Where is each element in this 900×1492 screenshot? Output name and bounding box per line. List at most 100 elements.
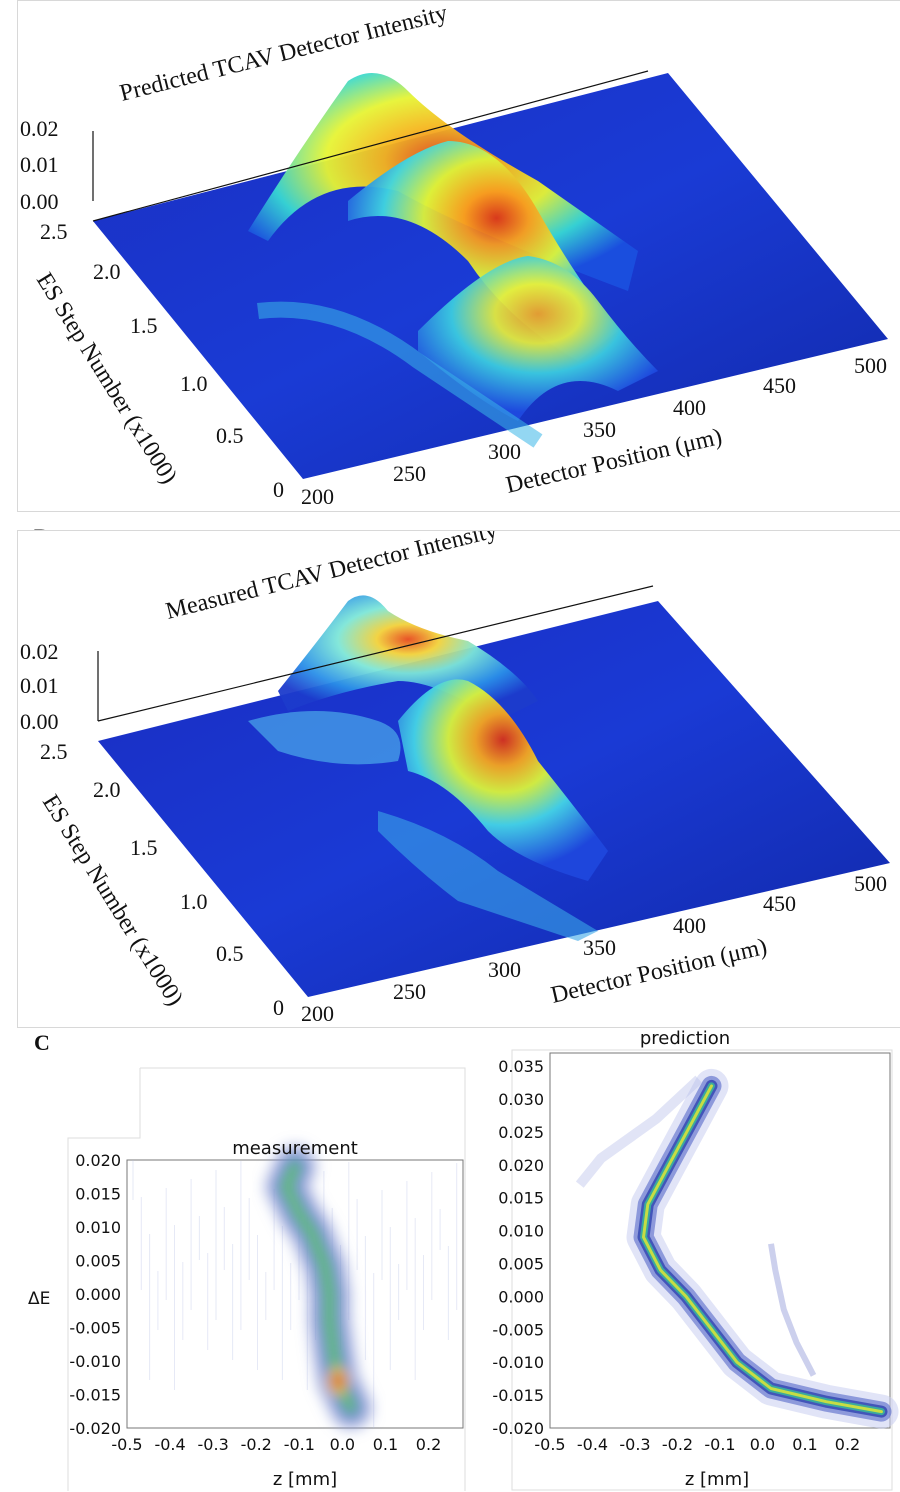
y-tick-label: 1.0	[180, 371, 208, 396]
z-tick-label: 0.01	[20, 673, 59, 698]
secondary-branch	[768, 1243, 817, 1377]
x-tick-label: -0.3	[619, 1435, 650, 1454]
x-tick-label: 500	[854, 871, 887, 896]
x-tick-label: -0.5	[111, 1435, 142, 1454]
x-tick-label: 0.0	[750, 1435, 775, 1454]
plot-area	[549, 1052, 891, 1429]
z-tick-label: 0.01	[20, 152, 59, 177]
x-tick-label: 450	[763, 891, 796, 916]
y-tick-label: -0.020	[492, 1419, 544, 1438]
x-tick-label: 200	[301, 484, 334, 509]
x-tick-label: 0.2	[416, 1435, 441, 1454]
y-tick-label: 0.015	[75, 1185, 121, 1204]
y-tick-label: -0.005	[69, 1319, 121, 1338]
x-tick-label: -0.1	[284, 1435, 315, 1454]
x-axis-label: z [mm]	[273, 1469, 337, 1490]
ridge-middle	[398, 679, 608, 881]
panel-b-frame: Measured TCAV Detector Intensity 0.02 0.…	[17, 517, 900, 1028]
ridge-shoulder	[257, 301, 543, 448]
x-tick-label: 0.2	[835, 1435, 860, 1454]
plot-title: measurement	[232, 1138, 358, 1159]
x-tick-label: 400	[673, 395, 706, 420]
axis-back-line	[92, 70, 649, 222]
y-axis-label: ES Step Number (x1000)	[37, 790, 188, 1010]
z-tick-label: 0.00	[20, 709, 59, 734]
y-tick-label: -0.015	[492, 1386, 544, 1405]
x-tick-label: 250	[393, 979, 426, 1004]
z-tick-label: 0.02	[20, 116, 59, 141]
ridge-lower	[378, 811, 598, 941]
hot-spot-core	[333, 1374, 344, 1389]
surface-chart-measured: Measured TCAV Detector Intensity 0.02 0.…	[20, 517, 890, 1026]
y-tick-label: 2.5	[40, 219, 68, 244]
y-tick-label: 2.5	[40, 739, 68, 764]
y-tick-label: 0.5	[216, 423, 244, 448]
y-tick-label: 0.005	[75, 1252, 121, 1271]
x-tick-label: -0.2	[241, 1435, 272, 1454]
x-tick-label: 300	[488, 957, 521, 982]
y-tick-label: 0	[273, 477, 284, 502]
halo-branch	[575, 1075, 703, 1188]
x-tick-label: 400	[673, 913, 706, 938]
y-tick-label: 0.010	[75, 1218, 121, 1237]
plot-title: prediction	[640, 1030, 730, 1049]
x-tick-label: -0.5	[534, 1435, 565, 1454]
x-tick-label: -0.4	[154, 1435, 185, 1454]
measurement-streaks	[132, 1160, 458, 1428]
x-tick-label: 450	[763, 373, 796, 398]
y-tick-label: 0.005	[498, 1255, 544, 1274]
x-tick-label: -0.1	[704, 1435, 735, 1454]
ridge-lower	[418, 256, 658, 421]
y-axis-label: ΔE	[28, 1289, 50, 1309]
panel-c-label: C	[34, 1030, 50, 1055]
surface-chart-predicted: Predicted TCAV Detector Intensity 0.02 0…	[20, 0, 888, 509]
z-tick-label: 0.02	[20, 639, 59, 664]
heatmap-measurement: measurement 0.020 0.015 0.010 0.005 0.000 -0.…	[28, 1138, 464, 1490]
y-tick-label: 1.5	[130, 313, 158, 338]
y-tick-label: 0.015	[498, 1189, 544, 1208]
x-tick-label: 0.0	[330, 1435, 355, 1454]
x-tick-label: -0.2	[662, 1435, 693, 1454]
y-tick-label: -0.020	[69, 1419, 121, 1438]
x-tick-label: 200	[301, 1001, 334, 1026]
y-tick-label: 0.000	[75, 1285, 121, 1304]
x-tick-labels: -0.5 -0.4 -0.3 -0.2 -0.1 0.0 0.1 0.2	[534, 1435, 860, 1454]
y-tick-label: 2.0	[93, 259, 121, 284]
y-tick-label: 0.5	[216, 941, 244, 966]
z-tick-label: 0.00	[20, 189, 59, 214]
x-tick-label: 350	[583, 417, 616, 442]
x-tick-label: 500	[854, 353, 887, 378]
panel-c-frame	[140, 1067, 466, 1491]
axis-back-line	[97, 585, 654, 722]
x-tick-label: 0.1	[792, 1435, 817, 1454]
y-tick-labels: 0.020 0.015 0.010 0.005 0.000 -0.005 -0.010 -0.…	[69, 1151, 121, 1438]
y-tick-labels: 0.035 0.030 0.025 0.020 0.015 0.010 0.005 0.000…	[492, 1057, 544, 1438]
y-tick-label: 0.000	[498, 1287, 544, 1306]
y-tick-label: -0.015	[69, 1386, 121, 1405]
panel-c: measurement 0.020 0.015 0.010 0.005 0.000 -0.…	[28, 1030, 899, 1491]
x-tick-label: -0.4	[577, 1435, 608, 1454]
y-tick-label: 0.030	[498, 1090, 544, 1109]
y-tick-label: -0.010	[492, 1353, 544, 1372]
x-tick-label: 300	[488, 439, 521, 464]
x-tick-labels: -0.5 -0.4 -0.3 -0.2 -0.1 0.0 0.1 0.2	[111, 1435, 441, 1454]
y-tick-label: 0.020	[75, 1151, 121, 1170]
panel-c-frame-right	[511, 1049, 893, 1491]
x-tick-label: 350	[583, 935, 616, 960]
ridge-upper-base	[248, 711, 401, 765]
panel-a-frame: Predicted TCAV Detector Intensity 0.02 0…	[17, 0, 900, 512]
measurement-ridge	[263, 1143, 374, 1431]
y-tick-label: -0.010	[69, 1352, 121, 1371]
y-tick-label: 2.0	[93, 777, 121, 802]
y-tick-label: 0.025	[498, 1123, 544, 1142]
chart-title: Measured TCAV Detector Intensity	[163, 531, 500, 625]
x-axis-label: Detector Position (μm)	[549, 934, 770, 1009]
y-tick-label: -0.005	[492, 1320, 544, 1339]
y-tick-label: 0.010	[498, 1222, 544, 1241]
x-axis-label: z [mm]	[685, 1469, 749, 1490]
ridge-band	[642, 1084, 883, 1414]
prediction-ridge	[575, 1068, 899, 1429]
y-tick-label: 0.035	[498, 1057, 544, 1076]
y-tick-label: 0.020	[498, 1156, 544, 1175]
y-tick-label: 1.5	[130, 835, 158, 860]
